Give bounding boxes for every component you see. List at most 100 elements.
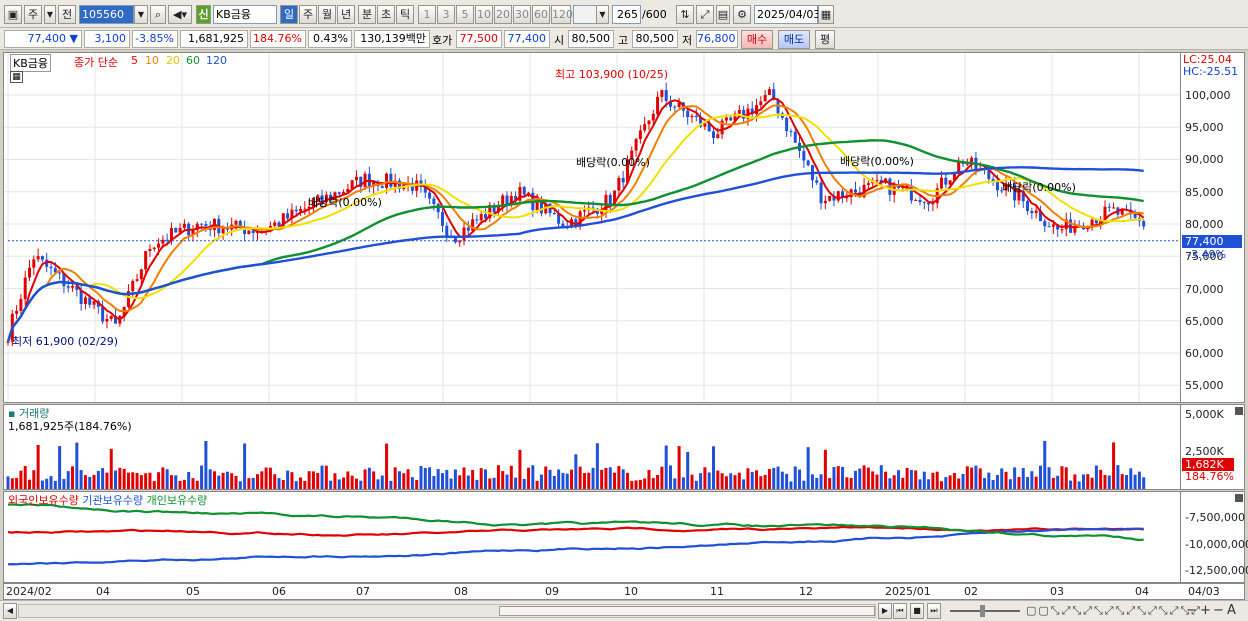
candle <box>165 239 169 241</box>
x-axis-last-date: 04/03 <box>1188 585 1220 598</box>
volume-bar <box>625 472 629 489</box>
volume-bar <box>858 468 862 489</box>
volume-current-tag: 1,682K <box>1182 458 1234 471</box>
volume-bar <box>1112 442 1116 489</box>
stock-name-field[interactable]: KB금융 <box>213 5 277 24</box>
period-month-button[interactable]: 월 <box>318 5 336 24</box>
holding-line-1 <box>7 527 1144 566</box>
candle <box>733 113 737 121</box>
stock-code-input[interactable]: 105560 <box>79 5 134 24</box>
candle <box>1107 206 1111 208</box>
candle <box>1051 224 1055 227</box>
code-dropdown-icon[interactable]: ▼ <box>134 5 148 24</box>
data-count-input[interactable]: 265 <box>612 5 641 24</box>
volume-bar <box>1086 474 1090 489</box>
interval-1-button[interactable]: 1 <box>418 5 436 24</box>
low-label: 저 <box>682 34 693 47</box>
volume-bar <box>157 472 161 489</box>
save-icon[interactable]: ▤ <box>716 5 730 24</box>
candle <box>440 212 444 226</box>
x-tick: 06 <box>272 585 286 598</box>
volume-bar <box>466 475 470 489</box>
candle <box>767 89 771 95</box>
interval-20-button[interactable]: 20 <box>494 5 512 24</box>
volume-bar <box>148 472 152 489</box>
scroll-left-icon[interactable]: ◀ <box>3 603 17 619</box>
chart-type-icon[interactable]: ⇅ <box>676 5 694 24</box>
zoom-plus-icon[interactable]: + <box>1200 603 1211 618</box>
candle <box>178 227 182 233</box>
calendar-icon[interactable]: ▦ <box>818 5 834 24</box>
volume-bar <box>514 477 518 489</box>
volume-bar <box>256 474 260 489</box>
period-mode-button[interactable]: 주 <box>24 5 42 24</box>
buy-button[interactable]: 매수 <box>741 30 773 49</box>
interval-120-button[interactable]: 120 <box>551 5 573 24</box>
candle <box>1017 190 1021 201</box>
zoom-slider-handle[interactable] <box>980 605 985 617</box>
gear-icon[interactable]: ⚙ <box>733 5 751 24</box>
panel-close-icon[interactable] <box>1235 407 1243 415</box>
dropdown-icon[interactable]: ▼ <box>44 5 56 24</box>
period-tick-button[interactable]: 틱 <box>396 5 414 24</box>
period-week-button[interactable]: 주 <box>299 5 317 24</box>
interval-30-button[interactable]: 30 <box>513 5 531 24</box>
volume-chart-panel[interactable]: ▪ 거래량 1,681,925주(184.76%) <box>3 404 1181 490</box>
period-second-button[interactable]: 초 <box>377 5 395 24</box>
scrollbar-track[interactable] <box>18 604 876 618</box>
panel-close-icon[interactable] <box>1235 494 1243 502</box>
price-chart-panel[interactable]: KB금융 종가 단순 5 10 20 60 120 ▦ 최고 103,900 (… <box>3 52 1181 403</box>
candle <box>802 150 806 161</box>
interval-10-button[interactable]: 10 <box>475 5 493 24</box>
volume-bar <box>767 469 771 489</box>
evaluate-button[interactable]: 평 <box>815 30 835 49</box>
candle <box>613 190 617 206</box>
candle <box>948 180 952 185</box>
volume-bar <box>914 470 918 489</box>
holding-chart-panel[interactable]: 외국인보유수량 기관보유수량 개인보유수량 <box>3 491 1181 583</box>
speaker-icon[interactable]: ◀▾ <box>168 5 192 24</box>
stop-icon[interactable]: ■ <box>910 603 924 619</box>
period-day-button[interactable]: 일 <box>280 5 298 24</box>
volume-bar <box>548 469 552 489</box>
settings-a-icon[interactable]: A <box>1227 603 1236 618</box>
interval-5-button[interactable]: 5 <box>456 5 474 24</box>
volume-bar <box>182 479 186 489</box>
legend-ma120: 120 <box>206 54 227 67</box>
all-button[interactable]: 전 <box>58 5 76 24</box>
scroll-right-icon[interactable]: ▶ <box>878 603 892 619</box>
grid-toggle-icon[interactable]: ▦ <box>10 71 23 83</box>
period-year-button[interactable]: 년 <box>337 5 355 24</box>
line-tool-icon[interactable]: ⤢ <box>696 5 714 24</box>
interval-60-button[interactable]: 60 <box>532 5 550 24</box>
last-page-icon[interactable]: ⏭ <box>927 603 941 619</box>
search-icon[interactable]: ⌕ <box>150 5 166 24</box>
candle <box>699 117 703 127</box>
drawing-tools-icons[interactable]: ▢▢⤡⤢⤡⤢⤡⤢⤡⤢⤡⤢⤡⤢⤡⤢ <box>1026 604 1202 617</box>
volume-bar <box>1060 466 1064 489</box>
candle <box>40 256 44 260</box>
volume-bar <box>552 475 556 489</box>
volume-bar <box>415 479 419 489</box>
screen-icon[interactable]: ▣ <box>4 5 22 24</box>
open-price: 80,500 <box>568 30 614 48</box>
candle <box>372 181 376 187</box>
more-icon[interactable]: − <box>1213 603 1224 618</box>
interval-dropdown-icon[interactable]: ▼ <box>596 5 609 24</box>
zoom-minus-icon[interactable]: − <box>1186 603 1197 618</box>
period-minute-button[interactable]: 분 <box>358 5 376 24</box>
scrollbar-thumb[interactable] <box>499 606 875 616</box>
volume-bar <box>918 479 922 489</box>
holding-tick: -7,500,000 <box>1185 511 1245 524</box>
first-page-icon[interactable]: ⏮ <box>893 603 907 619</box>
interval-3-button[interactable]: 3 <box>437 5 455 24</box>
volume-bar <box>522 478 526 489</box>
zoom-slider[interactable] <box>950 605 1020 617</box>
volume-bar <box>952 473 956 489</box>
candle <box>191 230 195 236</box>
sell-button[interactable]: 매도 <box>778 30 810 49</box>
date-input[interactable]: 2025/04/03 <box>754 5 820 24</box>
candle <box>927 202 931 205</box>
candle <box>905 185 909 188</box>
volume-bar <box>462 467 466 489</box>
